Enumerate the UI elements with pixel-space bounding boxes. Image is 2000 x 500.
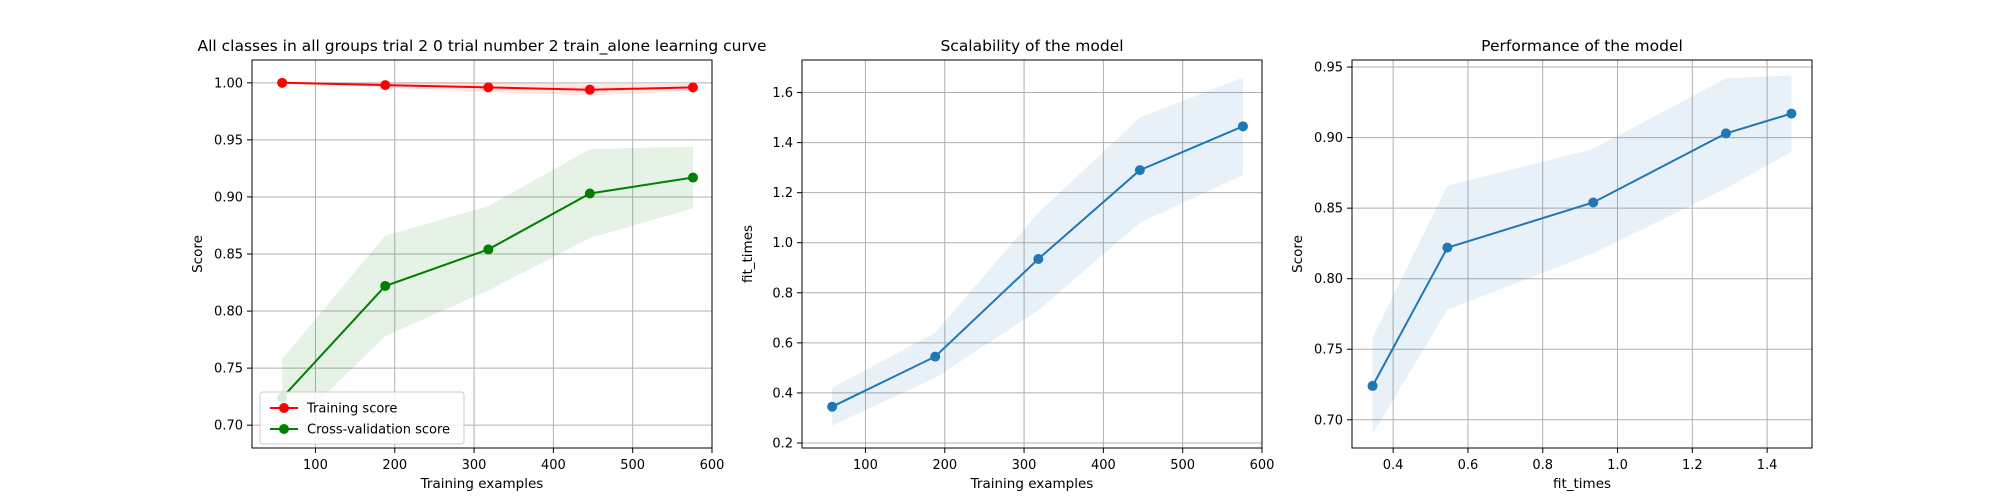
series-0-point	[1720, 128, 1731, 139]
y-tick-label: 0.90	[214, 190, 243, 205]
series-0-point	[687, 82, 698, 93]
series-0-point	[380, 80, 391, 91]
learning-curve-panel: 100 200 300 400 500 600 0.70 0.75 0.80 0.85 0.90 0.…	[190, 37, 767, 492]
series-0-point	[1134, 165, 1145, 176]
series-0-point	[1033, 254, 1044, 265]
series-1-point	[380, 280, 391, 291]
chart-title: All classes in all groups trial 2 0 tria…	[197, 37, 766, 56]
x-axis-label: Training examples	[420, 476, 544, 492]
x-tick-label: 100	[853, 458, 878, 473]
series-0-point	[1588, 197, 1599, 208]
y-tick-label: 0.6	[772, 336, 793, 351]
series-0-band	[1372, 75, 1792, 434]
legend-box	[259, 391, 465, 445]
y-tick-label: 0.85	[1314, 202, 1343, 217]
x-axis-label: Training examples	[970, 476, 1094, 492]
y-tick-label: 0.85	[214, 248, 243, 263]
x-axis-label: fit_times	[1553, 476, 1611, 492]
series-0-point	[584, 84, 595, 95]
y-tick-label: 0.95	[214, 133, 243, 148]
y-tick-label: 0.80	[1314, 272, 1343, 287]
x-tick-label: 1.2	[1682, 458, 1703, 473]
scalability-panel: 100 200 300 400 500 600 0.2 0.4 0.6 0.8 1.0 1.2 1.4 1…	[740, 37, 1274, 492]
series-0-band	[832, 77, 1243, 426]
y-tick-label: 0.70	[1314, 413, 1343, 428]
x-tick-label: 600	[1250, 458, 1275, 473]
series-1-point	[584, 188, 595, 199]
x-tick-label: 400	[1091, 458, 1116, 473]
x-tick-label: 100	[303, 458, 328, 473]
y-axis-label: fit_times	[740, 225, 756, 283]
chart-title: Scalability of the model	[940, 37, 1123, 55]
x-tick-label: 600	[700, 458, 725, 473]
series-0-point	[1786, 108, 1797, 119]
series-0-point	[483, 82, 494, 93]
axes-frame	[1351, 59, 1813, 449]
x-tick-label: 1.4	[1757, 458, 1778, 473]
series-0-point	[1367, 380, 1378, 391]
y-tick-label: 0.90	[1314, 131, 1343, 146]
series-0-point	[827, 401, 838, 412]
legend-label: Cross-validation score	[307, 423, 450, 438]
chart-title: Performance of the model	[1481, 37, 1683, 55]
y-tick-label: 0.80	[214, 305, 243, 320]
x-tick-label: 1.0	[1607, 458, 1628, 473]
y-tick-label: 0.2	[772, 436, 793, 451]
x-tick-label: 0.4	[1383, 458, 1404, 473]
performance-panel: 0.4 0.6 0.8 1.0 1.2 1.4 0.70 0.75 0.80 0.85 0.90 0.…	[1290, 37, 1813, 492]
y-tick-label: 1.2	[772, 186, 793, 201]
x-tick-label: 500	[620, 458, 645, 473]
series-1-point	[483, 244, 494, 255]
y-tick-label: 0.4	[772, 386, 793, 401]
x-tick-label: 500	[1170, 458, 1195, 473]
y-tick-label: 1.6	[772, 86, 793, 101]
x-tick-label: 300	[462, 458, 487, 473]
series-0-point	[1237, 121, 1248, 132]
series-0-point	[277, 77, 288, 88]
x-tick-label: 0.8	[1532, 458, 1553, 473]
y-tick-label: 0.95	[1314, 61, 1343, 76]
series-0-point	[1442, 242, 1453, 253]
legend-label: Training score	[306, 402, 397, 417]
y-tick-label: 0.8	[772, 286, 793, 301]
series-0-point	[930, 351, 941, 362]
y-axis-label: Score	[190, 235, 206, 273]
y-axis-label: Score	[1290, 235, 1306, 273]
y-tick-label: 0.75	[1314, 343, 1343, 358]
x-tick-label: 0.6	[1458, 458, 1479, 473]
axes-frame	[801, 59, 1263, 449]
x-tick-label: 400	[541, 458, 566, 473]
y-tick-label: 1.4	[772, 136, 793, 151]
y-tick-label: 1.00	[214, 76, 243, 91]
x-tick-label: 200	[932, 458, 957, 473]
x-tick-label: 200	[382, 458, 407, 473]
legend-swatch-marker	[279, 403, 289, 413]
series-1-point	[687, 172, 698, 183]
y-tick-label: 1.0	[772, 236, 793, 251]
series-1-band	[282, 146, 693, 437]
x-tick-label: 300	[1012, 458, 1037, 473]
y-tick-label: 0.70	[214, 419, 243, 434]
y-tick-label: 0.75	[214, 362, 243, 377]
legend-swatch-marker	[279, 424, 289, 434]
